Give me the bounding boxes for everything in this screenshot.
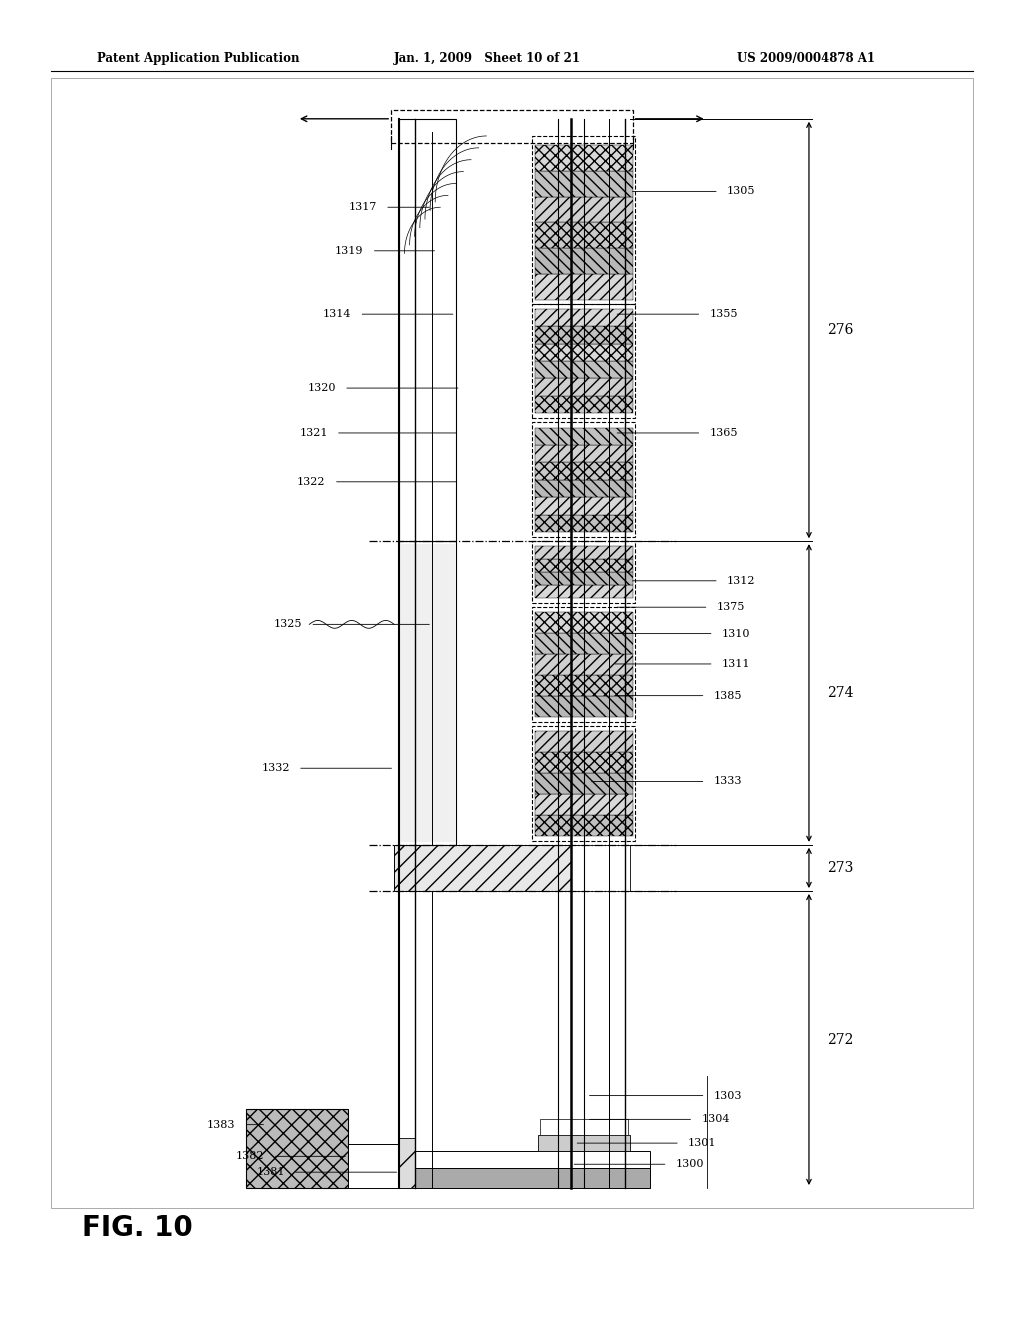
Bar	[535, 172, 633, 197]
Bar	[532, 422, 635, 537]
Bar	[538, 1135, 630, 1151]
Bar	[532, 541, 635, 603]
Bar	[535, 793, 633, 814]
Bar	[535, 428, 633, 445]
Bar	[535, 480, 633, 498]
Text: 1383: 1383	[207, 1119, 236, 1130]
Text: 1304: 1304	[701, 1114, 730, 1125]
Text: 1325: 1325	[273, 619, 302, 630]
Bar	[535, 222, 633, 248]
Text: 1385: 1385	[714, 690, 742, 701]
Bar	[535, 275, 633, 300]
Text: 1301: 1301	[688, 1138, 717, 1148]
Bar	[571, 845, 630, 891]
Bar	[399, 1138, 415, 1188]
Text: 1355: 1355	[710, 309, 738, 319]
Text: 1382: 1382	[236, 1151, 264, 1162]
Text: Patent Application Publication: Patent Application Publication	[97, 51, 300, 65]
Bar	[532, 136, 635, 304]
Bar	[535, 379, 633, 396]
Bar	[535, 462, 633, 479]
Bar	[535, 309, 633, 326]
Bar	[348, 1144, 399, 1188]
Text: 1311: 1311	[722, 659, 751, 669]
Bar	[535, 360, 633, 379]
Bar	[535, 752, 633, 774]
Text: 1333: 1333	[714, 776, 742, 787]
Bar	[535, 731, 633, 752]
Bar	[535, 515, 633, 532]
Text: 1365: 1365	[710, 428, 738, 438]
Text: 1381: 1381	[256, 1167, 285, 1177]
Bar	[391, 110, 633, 143]
Bar	[400, 544, 455, 842]
Bar	[535, 573, 633, 585]
Bar	[535, 248, 633, 275]
Bar	[532, 304, 635, 418]
Bar	[535, 445, 633, 462]
Bar	[535, 498, 633, 515]
Text: 1300: 1300	[676, 1159, 705, 1170]
Bar	[535, 675, 633, 696]
Text: 1314: 1314	[323, 309, 351, 319]
Text: 1321: 1321	[299, 428, 328, 438]
Text: Jan. 1, 2009   Sheet 10 of 21: Jan. 1, 2009 Sheet 10 of 21	[394, 51, 582, 65]
Bar	[535, 546, 633, 560]
Bar	[394, 1151, 650, 1168]
Bar	[535, 696, 633, 717]
Bar	[535, 634, 633, 655]
Bar	[535, 655, 633, 675]
Text: FIG. 10: FIG. 10	[82, 1213, 193, 1242]
Text: US 2009/0004878 A1: US 2009/0004878 A1	[737, 51, 876, 65]
Text: 1332: 1332	[261, 763, 290, 774]
Bar	[535, 326, 633, 343]
Text: 274: 274	[827, 686, 854, 700]
Text: 1320: 1320	[307, 383, 336, 393]
Text: 272: 272	[827, 1032, 854, 1047]
Text: 1305: 1305	[727, 186, 756, 197]
Text: 1317: 1317	[348, 202, 377, 213]
Bar	[535, 560, 633, 573]
Bar	[535, 197, 633, 223]
Bar	[399, 119, 456, 541]
Text: 1312: 1312	[727, 576, 756, 586]
Text: 1303: 1303	[714, 1090, 742, 1101]
Bar	[535, 585, 633, 598]
Bar	[399, 541, 456, 845]
Text: 273: 273	[827, 861, 854, 875]
Text: 1319: 1319	[335, 246, 364, 256]
Bar	[535, 814, 633, 836]
Bar	[51, 79, 973, 1214]
Bar	[394, 845, 577, 891]
Bar	[51, 78, 973, 1208]
Text: 1375: 1375	[717, 602, 745, 612]
Bar	[532, 607, 635, 722]
Bar	[532, 726, 635, 841]
Bar	[246, 1109, 348, 1188]
Text: 1322: 1322	[297, 477, 326, 487]
Bar	[535, 774, 633, 793]
Text: 276: 276	[827, 323, 854, 337]
Bar	[535, 145, 633, 170]
Bar	[535, 612, 633, 634]
Bar	[535, 343, 633, 360]
Bar	[394, 1168, 650, 1188]
Text: 1310: 1310	[722, 628, 751, 639]
Bar	[535, 396, 633, 413]
Bar	[540, 1119, 628, 1135]
